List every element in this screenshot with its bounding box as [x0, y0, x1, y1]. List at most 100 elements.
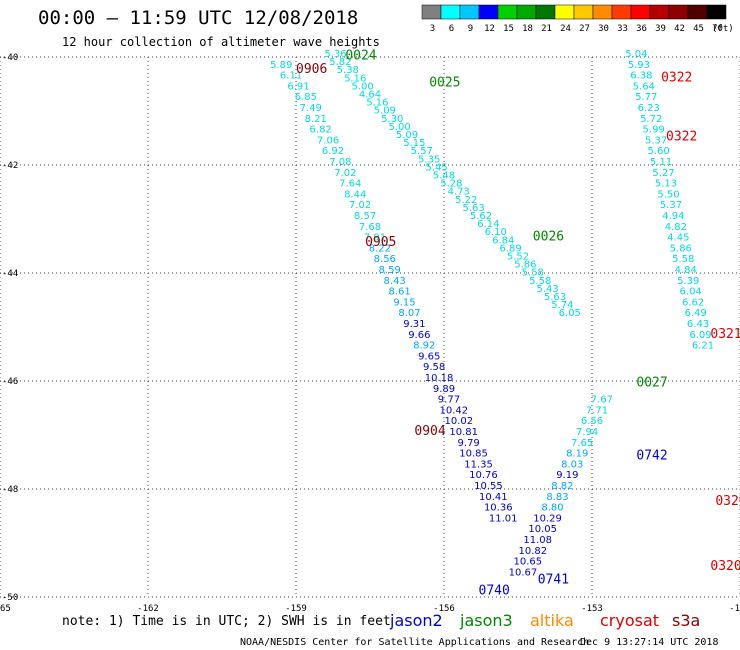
colorbar-swatch [554, 4, 575, 20]
y-tick-label: -42 [2, 161, 18, 171]
swh-point: 4.94 [662, 211, 684, 222]
legend-cryosat: cryosat [600, 611, 659, 630]
swh-point: 5.58 [522, 268, 544, 279]
chart-subtitle: 12 hour collection of altimeter wave hei… [62, 35, 380, 49]
track-time-label: 0026 [533, 230, 564, 245]
swh-point: 7.08 [329, 157, 351, 168]
swh-point: 5.15 [403, 138, 425, 149]
swh-point: 10.41 [479, 492, 508, 503]
legend-altika: altika [530, 611, 574, 630]
swh-point: 10.67 [509, 567, 538, 578]
swh-point: 5.16 [366, 98, 388, 109]
swh-point: 7.06 [317, 135, 339, 146]
colorbar-level-label: 70 [712, 24, 723, 34]
swh-point: 9.65 [418, 351, 440, 362]
colorbar-level-label: 9 [468, 24, 473, 34]
swh-point: 10.76 [469, 470, 498, 481]
colorbar-level-label: 42 [674, 24, 685, 34]
colorbar-swatch [592, 4, 613, 20]
colorbar-swatch [668, 4, 689, 20]
y-tick-label: -48 [2, 485, 18, 495]
swh-point: 11.01 [489, 513, 518, 524]
swh-point: 7.91 [364, 233, 386, 244]
swh-point: 5.86 [670, 243, 692, 254]
swh-point: 5.11 [650, 157, 672, 168]
swh-point: 4.84 [675, 265, 697, 276]
swh-point: 5.72 [640, 114, 662, 125]
swh-point: 5.50 [657, 189, 679, 200]
swh-point: 9.15 [393, 297, 415, 308]
swh-point: 10.36 [484, 503, 513, 514]
swh-point: 5.37 [660, 200, 682, 211]
y-tick-label: -46 [2, 377, 18, 387]
colorbar-level-label: 30 [598, 24, 609, 34]
legend-jason2: jason2 [389, 611, 443, 630]
swh-point: 7.65 [571, 438, 593, 449]
swh-point: 6.89 [499, 243, 521, 254]
swh-point: 5.22 [455, 195, 477, 206]
colorbar-swatch [478, 4, 499, 20]
chart-title: 00:00 — 11:59 UTC 12/08/2018 [38, 7, 358, 29]
data-points: 5.896.116.916.857.498.216.827.066.927.08… [270, 49, 714, 578]
swh-point: 6.85 [295, 92, 317, 103]
x-tick-label: -156 [433, 604, 455, 614]
swh-point: 9.31 [403, 319, 425, 330]
swh-point: 7.49 [300, 103, 322, 114]
colorbar-level-label: 6 [449, 24, 454, 34]
swh-point: 8.59 [379, 265, 401, 276]
track-time-label: 0320 [710, 559, 740, 574]
swh-point: 5.43 [536, 284, 558, 295]
swh-point: 6.21 [692, 341, 714, 352]
swh-point: 5.89 [270, 60, 292, 71]
swh-point: 6.11 [280, 71, 302, 82]
swh-point: 5.39 [677, 276, 699, 287]
swh-point: 8.56 [374, 254, 396, 265]
swh-point: 5.74 [551, 300, 573, 311]
colorbar-level-label: 18 [522, 24, 533, 34]
x-tick-label: -162 [137, 604, 159, 614]
swh-point: 5.28 [440, 179, 462, 190]
swh-point: 10.82 [518, 546, 547, 557]
swh-point: 8.82 [551, 481, 573, 492]
track-time-label: 0024 [345, 49, 376, 64]
x-tick-label: -165 [0, 604, 11, 614]
colorbar-level-label: 36 [636, 24, 647, 34]
swh-point: 5.77 [635, 92, 657, 103]
swh-point: 9.89 [433, 384, 455, 395]
swh-point: 6.56 [581, 416, 603, 427]
colorbar-swatch [516, 4, 537, 20]
swh-point: 8.57 [354, 211, 376, 222]
swh-point: 6.38 [630, 71, 652, 82]
swh-point: 5.00 [351, 81, 373, 92]
legend-s3a: s3a [672, 611, 700, 630]
track-time-label: 0905 [365, 235, 396, 250]
swh-point: 7.67 [591, 395, 613, 406]
colorbar-swatch [421, 4, 442, 20]
swh-point: 5.63 [462, 203, 484, 214]
axis-ticks: -165 -162 -159 -156 -153 -150 -40 -42 -44 -46 -48 -… [0, 53, 740, 614]
x-tick-label: -153 [581, 604, 603, 614]
swh-point: 6.84 [492, 235, 514, 246]
colorbar-swatch [573, 4, 594, 20]
swh-point: 8.80 [541, 503, 563, 514]
legend-jason3: jason3 [459, 611, 513, 630]
satellite-legend: jason2 jason3 altika cryosat s3a [389, 611, 700, 630]
swh-point: 5.52 [507, 252, 529, 263]
grid-lines [0, 56, 740, 598]
swh-point: 9.19 [556, 470, 578, 481]
swh-point: 6.04 [680, 287, 702, 298]
x-tick-label: -159 [285, 604, 307, 614]
colorbar-swatch [630, 4, 651, 20]
colorbar-level-label: 27 [579, 24, 590, 34]
track-time-label: 0742 [636, 448, 667, 463]
swh-point: 5.30 [381, 114, 403, 125]
track-time-label: 0904 [414, 424, 445, 439]
colorbar-level-label: 21 [541, 24, 552, 34]
colorbar-swatch [497, 4, 518, 20]
swh-point: 6.62 [682, 297, 704, 308]
swh-point: 5.09 [396, 130, 418, 141]
track-time-label: 0320 [715, 494, 740, 509]
colorbar-level-label: 39 [655, 24, 666, 34]
swh-point: 8.61 [388, 287, 410, 298]
swh-point: 7.94 [576, 427, 598, 438]
